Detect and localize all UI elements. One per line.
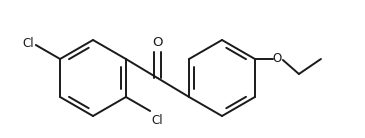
Text: Cl: Cl [22,38,34,51]
Text: O: O [152,36,163,50]
Text: O: O [272,52,281,66]
Text: Cl: Cl [151,113,163,127]
